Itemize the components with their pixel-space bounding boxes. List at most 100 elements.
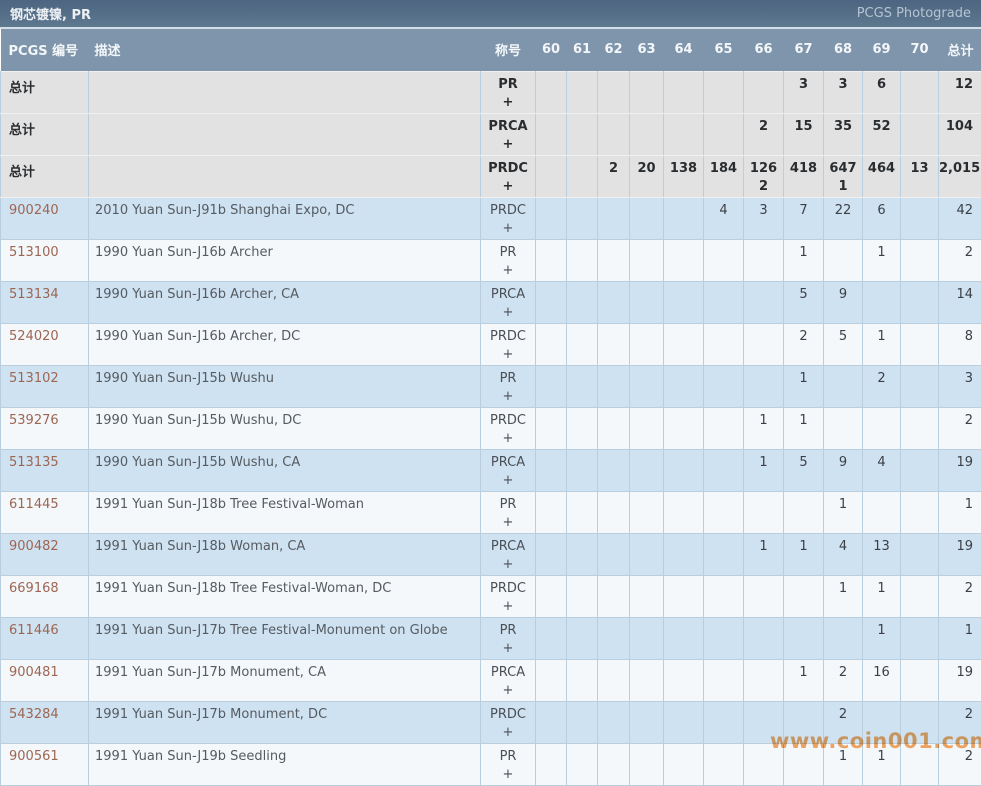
grade-62-cell — [598, 71, 630, 113]
grade-65-cell — [704, 323, 744, 365]
pcgs-number-link[interactable]: 513102 — [9, 371, 59, 386]
grade-64-cell — [664, 365, 704, 407]
col-header-61: 61 — [567, 29, 598, 71]
designation-cell: PRCA + — [481, 533, 536, 575]
grade-60-cell — [536, 617, 567, 659]
pcgs-number-cell: 900482 — [1, 533, 89, 575]
pcgs-number-link[interactable]: 611446 — [9, 623, 59, 638]
grade-63-cell — [630, 701, 664, 743]
grade-66-cell: 3 — [744, 197, 784, 239]
pcgs-number-cell: 524020 — [1, 323, 89, 365]
plus-label: + — [481, 557, 535, 573]
grade-68-cell: 9 — [824, 449, 863, 491]
col-header-60: 60 — [536, 29, 567, 71]
grade-60-cell — [536, 533, 567, 575]
grade-61-cell — [567, 71, 598, 113]
grade-66-cell — [744, 743, 784, 785]
designation-label: PRCA — [481, 539, 535, 555]
grade-68-cell: 5 — [824, 323, 863, 365]
grade-61-cell — [567, 239, 598, 281]
pcgs-number-link[interactable]: 900481 — [9, 665, 59, 680]
grade-68-cell: 1 — [824, 491, 863, 533]
pcgs-number-link[interactable]: 513134 — [9, 287, 59, 302]
grade-60-cell — [536, 365, 567, 407]
grade-61-cell — [567, 407, 598, 449]
designation-cell: PRCA+ — [481, 281, 536, 323]
grade-62-cell — [598, 113, 630, 155]
col-header-total: 总计 — [939, 29, 981, 71]
grade-70-cell — [901, 491, 939, 533]
grade-65-cell — [704, 743, 744, 785]
grade-67-cell: 2 — [784, 323, 824, 365]
grade-68-cell: 35 — [824, 113, 863, 155]
pcgs-number-link[interactable]: 900561 — [9, 749, 59, 764]
grade-65-cell — [704, 239, 744, 281]
pcgs-number-link[interactable]: 669168 — [9, 581, 59, 596]
grade-67-cell — [784, 491, 824, 533]
grade-65-cell — [704, 533, 744, 575]
plus-label: + — [481, 473, 535, 489]
pcgs-number-link[interactable]: 513135 — [9, 455, 59, 470]
grade-61-cell — [567, 575, 598, 617]
grade-61-cell — [567, 533, 598, 575]
summary-label-cell: 总计 — [1, 155, 89, 197]
pcgs-number-cell: 513135 — [1, 449, 89, 491]
designation-cell: PR+ — [481, 617, 536, 659]
description-cell: 1990 Yuan Sun-J15b Wushu — [89, 365, 481, 407]
grade-67-cell: 1 — [784, 239, 824, 281]
grade-66-cell — [744, 659, 784, 701]
grade-64-cell — [664, 533, 704, 575]
grade-67-cell: 1 — [784, 659, 824, 701]
col-header-70: 70 — [901, 29, 939, 71]
grade-69-cell: 6 — [863, 71, 901, 113]
designation-cell: PR+ — [481, 71, 536, 113]
grade-66-cell — [744, 365, 784, 407]
pcgs-number-link[interactable]: 539276 — [9, 413, 59, 428]
grade-61-cell — [567, 155, 598, 197]
photograde-link[interactable]: PCGS Photograde — [857, 6, 971, 21]
grade-68-cell: 2 — [824, 659, 863, 701]
grade-65-cell — [704, 71, 744, 113]
col-header-69: 69 — [863, 29, 901, 71]
grade-64-cell — [664, 617, 704, 659]
grade-69-cell: 464 — [863, 155, 901, 197]
summary-label-cell: 总计 — [1, 113, 89, 155]
grade-66-cell — [744, 701, 784, 743]
description-cell: 1991 Yuan Sun-J17b Monument, DC — [89, 701, 481, 743]
grade-62-cell — [598, 491, 630, 533]
grade-60-cell — [536, 449, 567, 491]
grade-66-cell: 1 — [744, 533, 784, 575]
grade-63-cell — [630, 323, 664, 365]
designation-label: PRDC — [481, 413, 535, 429]
grade-70-cell — [901, 281, 939, 323]
grade-61-cell — [567, 491, 598, 533]
col-header-66: 66 — [744, 29, 784, 71]
description-cell: 1990 Yuan Sun-J16b Archer, CA — [89, 281, 481, 323]
designation-label: PR — [481, 497, 535, 513]
pcgs-number-cell: 513100 — [1, 239, 89, 281]
grade-70-cell: 13 — [901, 155, 939, 197]
pcgs-number-link[interactable]: 900240 — [9, 203, 59, 218]
grade-61-cell — [567, 743, 598, 785]
designation-cell: PRCA+ — [481, 113, 536, 155]
grade-65-cell — [704, 113, 744, 155]
pcgs-number-link[interactable]: 513100 — [9, 245, 59, 260]
grade-60-cell — [536, 71, 567, 113]
pcgs-number-link[interactable]: 543284 — [9, 707, 59, 722]
grade-70-cell — [901, 407, 939, 449]
total-cell: 19 — [939, 659, 981, 701]
grade-67-cell — [784, 743, 824, 785]
pcgs-number-link[interactable]: 524020 — [9, 329, 59, 344]
pcgs-number-link[interactable]: 900482 — [9, 539, 59, 554]
grade-65-cell — [704, 491, 744, 533]
pcgs-number-link[interactable]: 611445 — [9, 497, 59, 512]
plus-label: + — [481, 641, 535, 657]
grade-62-cell — [598, 197, 630, 239]
grade-61-cell — [567, 617, 598, 659]
designation-label: PRCA — [481, 119, 535, 135]
grade-69-cell: 13 — [863, 533, 901, 575]
grade-69-cell: 16 — [863, 659, 901, 701]
grade-68-cell — [824, 407, 863, 449]
